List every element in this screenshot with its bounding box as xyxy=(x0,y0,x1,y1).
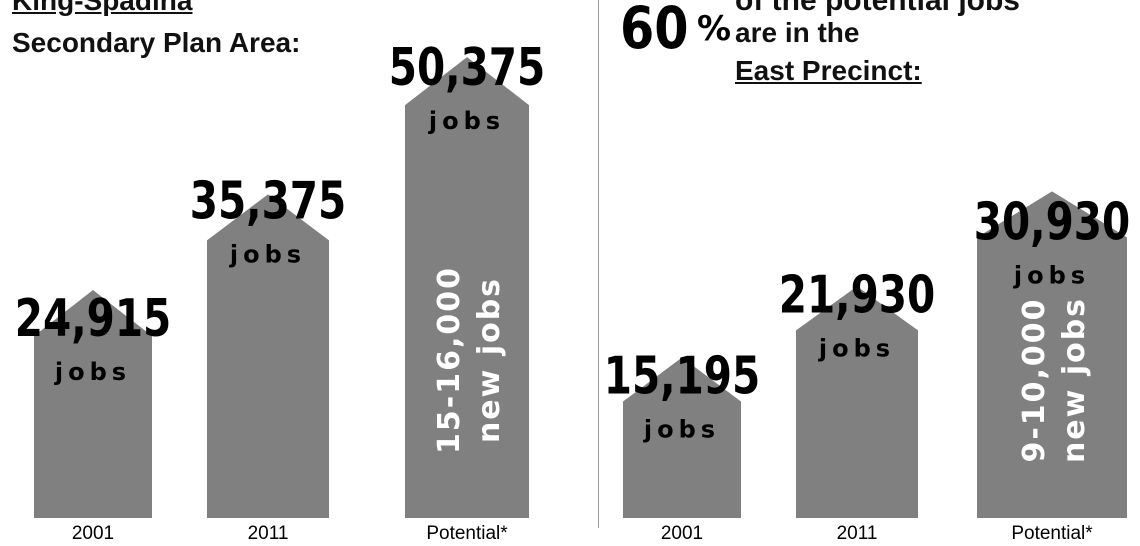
right-title-line3: East Precinct: xyxy=(735,55,922,86)
category-label-left-1: 2011 xyxy=(248,523,289,544)
percent-value: 60 xyxy=(620,0,689,62)
inner-label-line-0: 15-16,000 xyxy=(432,266,467,454)
category-label-right-2: Potential* xyxy=(1011,523,1093,544)
unit-label-right-1: jobs xyxy=(818,334,895,362)
inner-label-line-1: new jobs xyxy=(1057,297,1092,463)
unit-label-left-2: jobs xyxy=(428,107,505,135)
left-title-line2: Secondary Plan Area: xyxy=(12,27,301,58)
category-label-left-0: 2001 xyxy=(72,523,114,544)
unit-label-left-0: jobs xyxy=(54,358,131,386)
data-label-left-2: 50,375 xyxy=(389,37,545,97)
data-label-left-1: 35,375 xyxy=(190,170,346,230)
data-label-left-0: 24,915 xyxy=(15,288,171,348)
category-label-right-0: 2001 xyxy=(661,523,703,544)
left-title-line1: King-Spadina xyxy=(12,0,193,16)
inner-label-line-1: new jobs xyxy=(472,277,507,443)
right-title-line2: are in the xyxy=(735,17,860,48)
bar-arrow-left-0 xyxy=(34,290,152,518)
category-label-left-2: Potential* xyxy=(426,523,508,544)
right-title-line1: of the potential jobs xyxy=(735,0,1020,17)
bar-arrow-right-1 xyxy=(796,286,918,518)
inner-label-left: 15-16,000 new jobs xyxy=(432,266,507,454)
unit-label-left-1: jobs xyxy=(229,240,306,268)
data-label-right-0: 15,195 xyxy=(604,346,760,406)
unit-label-right-0: jobs xyxy=(643,416,720,444)
data-label-right-2: 30,930 xyxy=(974,191,1130,251)
category-label-right-1: 2011 xyxy=(837,523,878,544)
data-label-right-1: 21,930 xyxy=(779,264,935,324)
inner-label-line-0: 9-10,000 xyxy=(1017,297,1052,462)
bar-arrow-right-2 xyxy=(977,191,1127,518)
unit-label-right-2: jobs xyxy=(1013,261,1090,289)
percent-sign: % xyxy=(697,9,731,49)
bar-arrow-left-1 xyxy=(207,194,329,518)
bar-arrow-right-0 xyxy=(623,357,741,518)
panel-divider xyxy=(598,0,599,528)
inner-label-right: 9-10,000 new jobs xyxy=(1017,297,1092,463)
bar-arrow-left-2 xyxy=(405,57,529,518)
